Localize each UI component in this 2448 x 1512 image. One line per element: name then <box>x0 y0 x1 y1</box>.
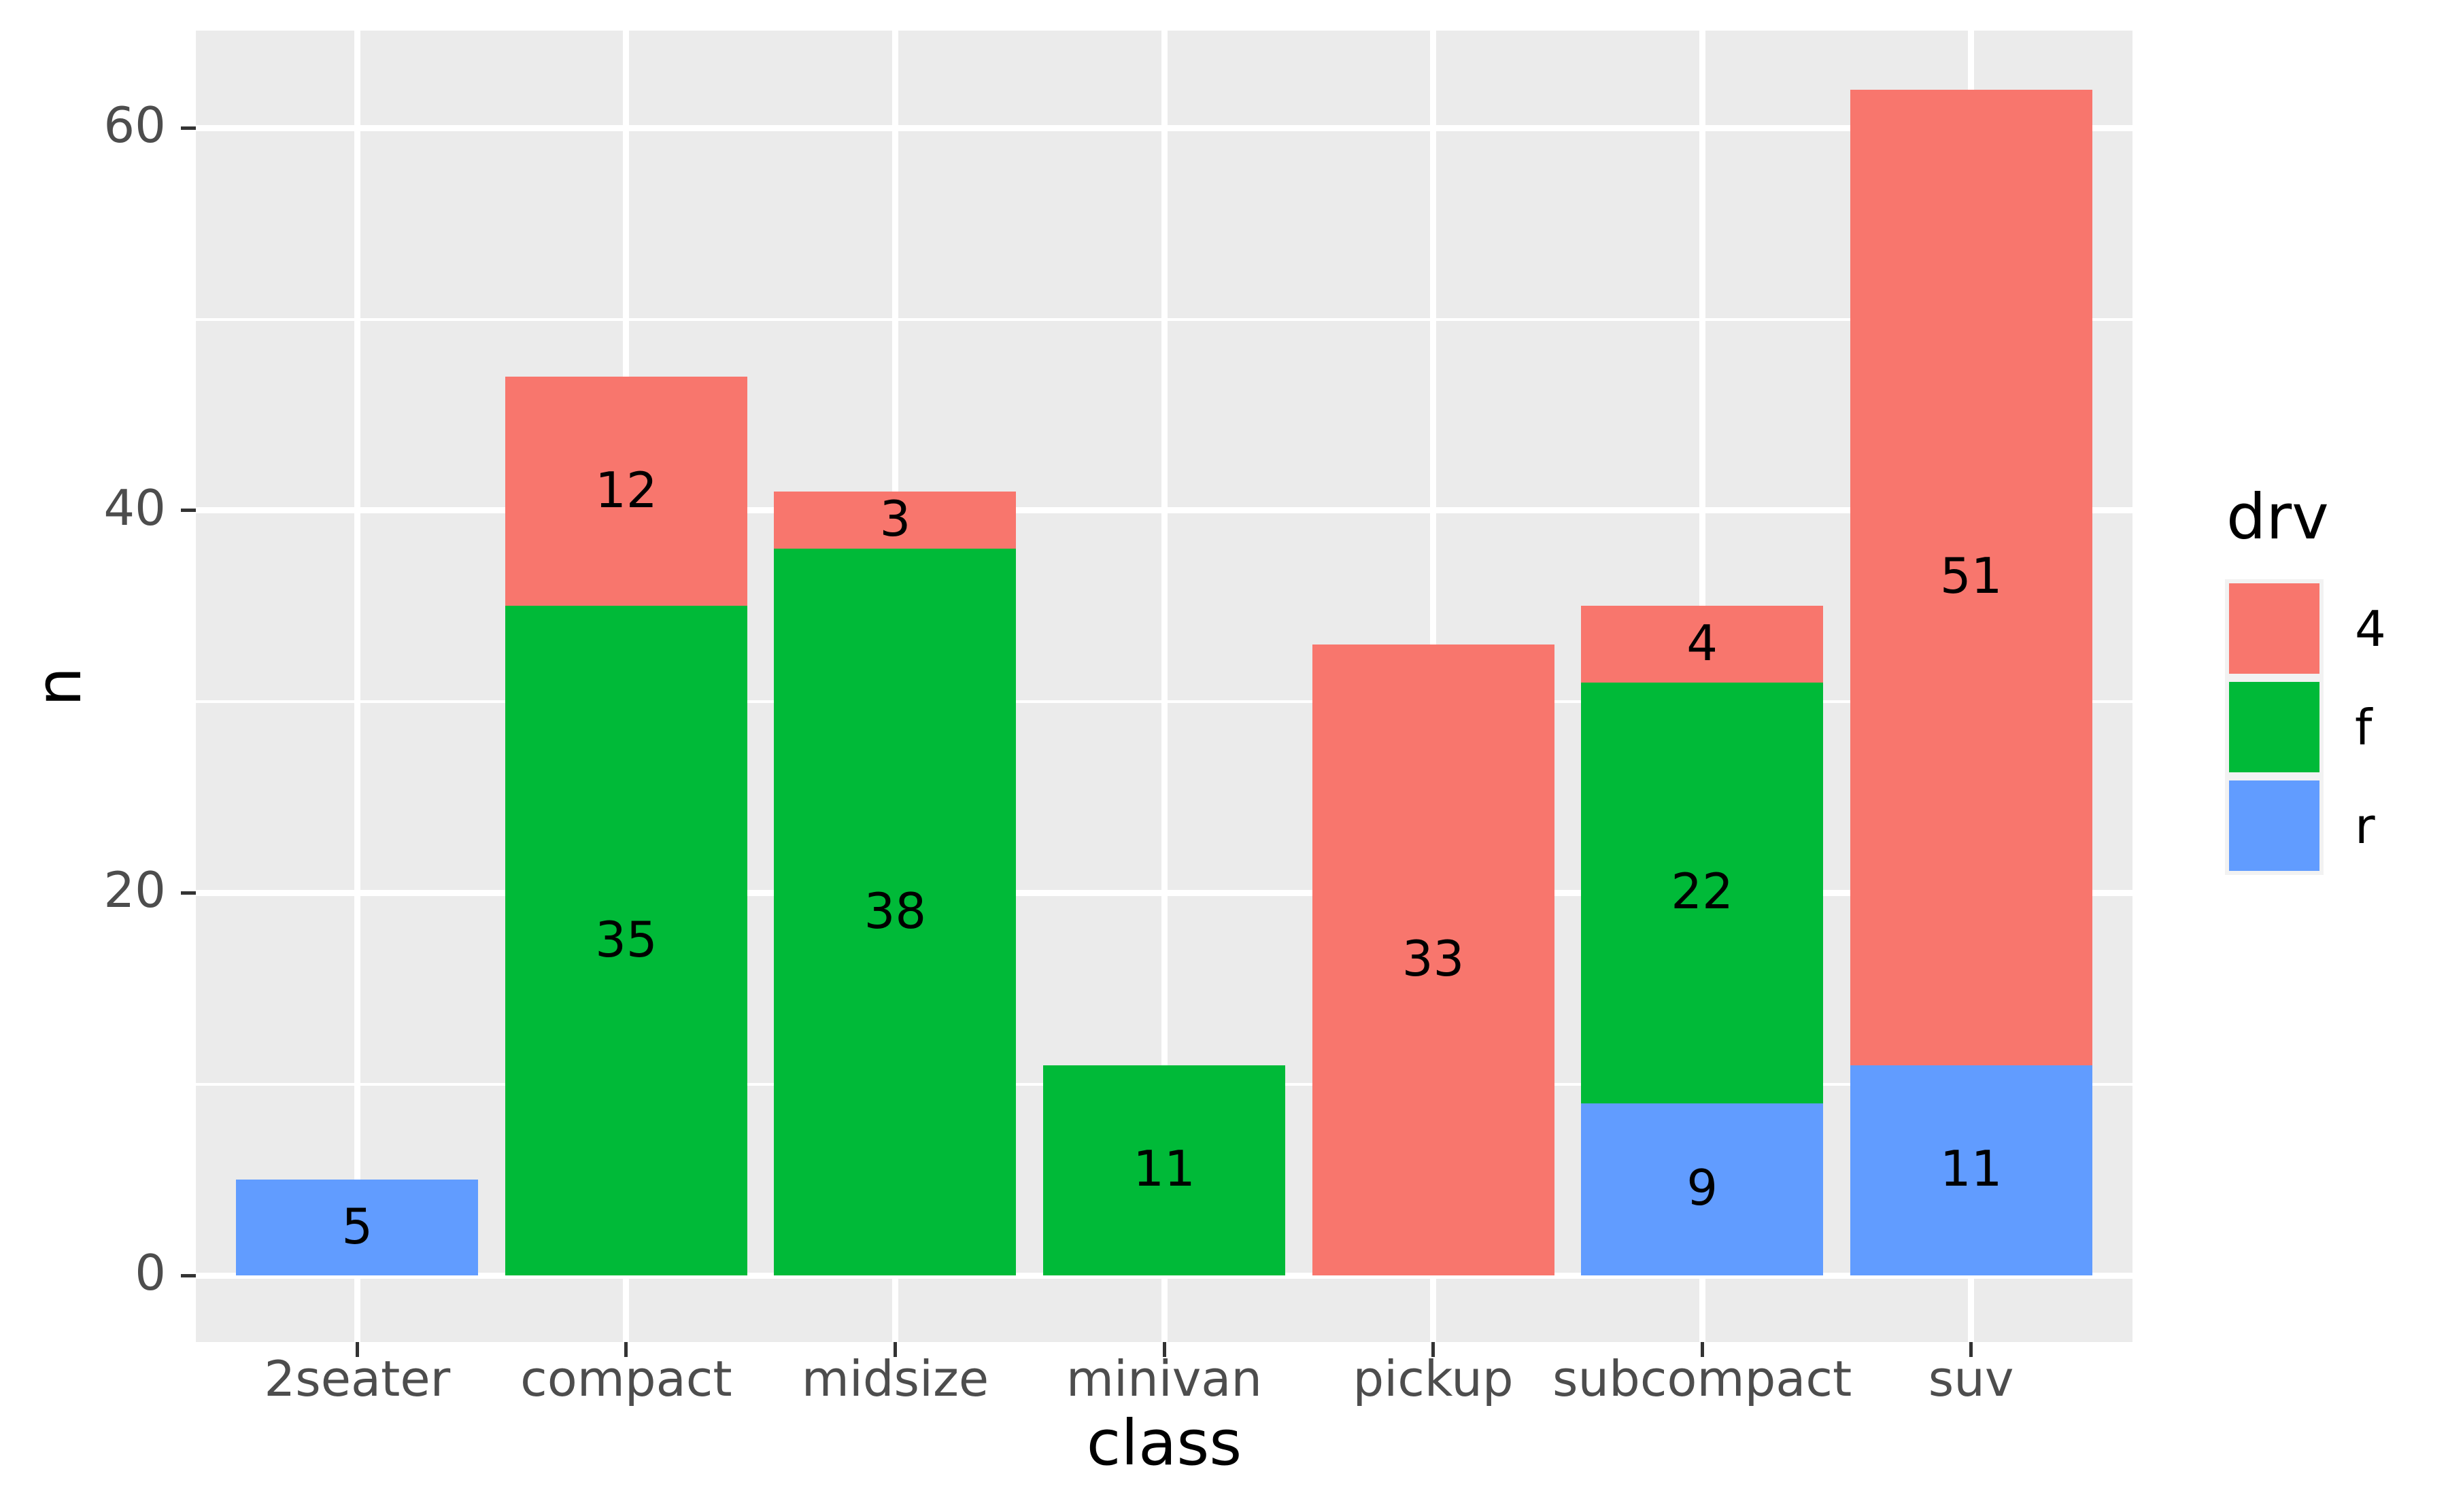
legend-key-label: f <box>2355 698 2373 756</box>
bar-value-label: 9 <box>1686 1159 1718 1217</box>
legend-key-swatch <box>2229 780 2319 871</box>
x-tick <box>1969 1342 1973 1357</box>
bar-value-label: 51 <box>1939 547 2003 605</box>
y-tick <box>181 126 196 130</box>
legend-key <box>2225 776 2324 875</box>
y-tick-label: 40 <box>103 479 166 536</box>
y-tick <box>181 1273 196 1277</box>
y-tick-label: 0 <box>135 1244 166 1301</box>
bar-value-label: 11 <box>1939 1140 2003 1198</box>
x-axis-title: class <box>1086 1407 1242 1479</box>
gridline-major-y <box>196 507 2132 514</box>
y-tick-label: 20 <box>103 861 166 919</box>
x-tick <box>1162 1342 1166 1357</box>
legend-title: drv <box>2226 481 2329 553</box>
gridline-major-y <box>196 124 2132 131</box>
legend-key <box>2225 579 2324 678</box>
x-tick-label: subcompact <box>1552 1350 1852 1407</box>
legend-key-swatch <box>2229 583 2319 674</box>
bar-value-label: 38 <box>864 882 927 940</box>
bar-segment <box>505 606 747 1275</box>
bar-segment <box>1850 1065 2092 1275</box>
bar-segment <box>774 549 1017 1275</box>
bar-value-label: 4 <box>1686 614 1718 672</box>
gridline-minor-y <box>196 317 2132 321</box>
gridline-major-x <box>1161 31 1168 1342</box>
gridline-minor-y <box>196 700 2132 704</box>
x-tick <box>355 1342 359 1357</box>
x-tick <box>1431 1342 1435 1357</box>
bar-segment <box>1581 606 1824 683</box>
bar-segment <box>1312 644 1554 1275</box>
gridline-major-y <box>196 889 2132 896</box>
bar-segment <box>1581 1103 1824 1275</box>
y-axis-title: n <box>22 666 95 706</box>
gridline-major-y <box>196 1272 2132 1279</box>
y-tick <box>181 509 196 513</box>
bar-value-label: 35 <box>595 910 658 968</box>
x-tick-label: compact <box>520 1350 732 1407</box>
bar-segment <box>1043 1065 1285 1275</box>
legend-key-label: r <box>2355 797 2375 855</box>
x-tick <box>624 1342 628 1357</box>
y-tick <box>181 891 196 895</box>
x-tick-label: minivan <box>1066 1350 1263 1407</box>
plot-panel: 5 35 12 38 3 11 33 9 22 4 11 51 <box>196 31 2132 1342</box>
bar-segment <box>236 1180 479 1275</box>
legend-key-label: 4 <box>2355 600 2386 657</box>
x-tick-label: 2seater <box>264 1350 451 1407</box>
bar-segment <box>774 491 1017 549</box>
legend-key-swatch <box>2229 682 2319 772</box>
bar-segment <box>1850 89 2092 1065</box>
bar-value-label: 11 <box>1133 1140 1195 1198</box>
bar-value-label: 22 <box>1671 863 1733 921</box>
x-tick-label: midsize <box>801 1350 989 1407</box>
bar-segment <box>505 376 747 606</box>
bar-value-label: 5 <box>341 1197 373 1255</box>
bar-value-label: 3 <box>879 489 911 547</box>
bar-value-label: 12 <box>595 461 658 519</box>
legend-key <box>2225 678 2324 776</box>
x-tick <box>1700 1342 1704 1357</box>
gridline-major-x <box>354 31 360 1342</box>
x-tick <box>893 1342 897 1357</box>
bar-value-label: 33 <box>1401 929 1465 987</box>
x-tick-label: pickup <box>1353 1350 1514 1407</box>
y-tick-label: 60 <box>103 97 166 154</box>
bar-segment <box>1581 682 1824 1103</box>
x-tick-label: suv <box>1928 1350 2014 1407</box>
